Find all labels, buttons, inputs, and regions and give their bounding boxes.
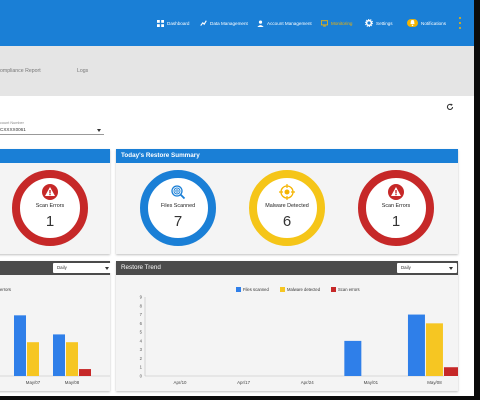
bar [407, 314, 425, 376]
tab-compliance-report[interactable]: ompliance Report [0, 68, 41, 74]
y-tick-label: 9 [140, 295, 143, 300]
left-trend-chart: May/07 May/08 [0, 315, 110, 385]
y-tick-label: 8 [140, 303, 143, 308]
legend-malware-detected: Malware detected [280, 287, 320, 292]
window-edge-right [474, 0, 480, 400]
restore-trend-chart: 0 1 2 3 4 5 6 7 8 9 Apr/10 Apr/17 Apr/24 May/01 May/08 [140, 295, 458, 385]
bug-target-icon [279, 184, 295, 200]
scan-errors-label: Scan Errors [381, 203, 411, 209]
left-summary-panel: Scan Errors 1 [0, 149, 110, 254]
restore-trend-period-value: Daily [401, 265, 411, 270]
nav-monitoring-label: Monitoring [331, 20, 353, 26]
restore-trend-period-select[interactable]: Daily [397, 263, 457, 273]
x-tick-label: Apr/17 [237, 380, 250, 385]
bar [53, 334, 65, 376]
monitoring-icon [320, 19, 328, 27]
nav-dashboard-label: Dashboard [167, 20, 190, 26]
x-tick-label: May/01 [364, 380, 379, 385]
notifications-icon [407, 19, 418, 27]
top-nav-bar: Dashboard Data Management Account Manage… [0, 0, 474, 46]
malware-detected-label: Malware Detected [265, 203, 309, 209]
restore-trend-header: Restore Trend [116, 261, 458, 275]
nav-dashboard[interactable]: Dashboard [156, 18, 189, 28]
chevron-down-icon [105, 267, 109, 270]
nav-settings-label: Settings [376, 20, 393, 26]
malware-detected-count: 6 [282, 213, 292, 230]
x-tick-label: May/07 [26, 380, 41, 385]
chevron-down-icon [97, 129, 101, 132]
account-number-value: CXXXX0061 [0, 127, 26, 132]
fingerprint-search-icon [170, 184, 186, 200]
account-number-select[interactable]: CXXXX0061 [0, 126, 104, 135]
files-scanned-label: Files Scanned [160, 203, 196, 209]
y-tick-label: 4 [140, 338, 143, 343]
y-tick-label: 3 [140, 347, 143, 352]
y-tick-label: 7 [140, 312, 143, 317]
legend-swatch-files-scanned [236, 287, 241, 292]
restore-summary-panel: Today's Restore Summary Files Scanned 7 … [116, 149, 458, 254]
left-summary-header [0, 149, 110, 163]
files-scanned-card[interactable]: Files Scanned 7 [140, 170, 216, 246]
nav-notifications-label: Notifications [421, 20, 447, 26]
x-tick-label: May/08 [427, 380, 442, 385]
y-tick-label: 5 [140, 330, 143, 335]
legend-swatch-scan-errors [331, 287, 336, 292]
left-scan-errors-count: 1 [45, 213, 55, 230]
scan-errors-count: 1 [391, 213, 401, 230]
more-menu-icon[interactable] [458, 17, 462, 29]
left-trend-period-value: Daily [57, 265, 67, 270]
bar [425, 323, 443, 376]
account-icon [256, 19, 264, 27]
y-tick-label: 6 [140, 321, 143, 326]
nav-monitoring[interactable]: Monitoring [320, 18, 352, 28]
legend-scan-errors-label: Scan errors [338, 287, 360, 292]
gear-icon [365, 19, 373, 27]
chevron-down-icon [449, 267, 453, 270]
left-trend-period-select[interactable]: Daily [53, 263, 113, 273]
x-tick-label: May/08 [65, 380, 80, 385]
window-edge-bottom [0, 396, 480, 400]
bar [66, 342, 78, 376]
nav-account-management-label: Account Management [267, 20, 312, 26]
nav-notifications[interactable]: Notifications [407, 18, 446, 28]
app-window: Dashboard Data Management Account Manage… [0, 0, 474, 391]
x-tick-label: Apr/10 [174, 380, 187, 385]
legend-swatch-malware-detected [280, 287, 285, 292]
warning-icon [388, 184, 404, 200]
left-scan-errors-card[interactable]: Scan Errors 1 [12, 170, 88, 246]
left-legend-errors: errors [0, 287, 11, 292]
dashboard-icon [156, 19, 164, 27]
restore-summary-header: Today's Restore Summary [116, 149, 458, 163]
bar [344, 340, 362, 376]
legend-files-scanned: Files scanned [236, 287, 269, 292]
y-tick-label: 0 [140, 374, 143, 379]
bar [14, 315, 26, 376]
restore-trend-panel: Restore Trend Daily [116, 261, 458, 391]
warning-icon [42, 184, 58, 200]
tab-bar: ompliance Report Logs [0, 46, 474, 96]
data-management-icon [199, 19, 207, 27]
nav-account-management[interactable]: Account Management [256, 18, 312, 28]
left-scan-errors-label: Scan Errors [35, 203, 65, 209]
x-tick-label: Apr/24 [301, 380, 314, 385]
nav-data-management-label: Data Management [210, 20, 248, 26]
y-tick-label: 2 [140, 356, 143, 361]
nav-settings[interactable]: Settings [365, 18, 393, 28]
legend-scan-errors: Scan errors [331, 287, 360, 292]
scan-errors-card[interactable]: Scan Errors 1 [358, 170, 434, 246]
bar [79, 369, 91, 376]
files-scanned-count: 7 [173, 213, 183, 230]
legend-files-scanned-label: Files scanned [243, 287, 269, 292]
bar [27, 342, 39, 376]
refresh-icon[interactable] [446, 98, 454, 110]
account-number-label: count Number [0, 121, 24, 125]
y-tick-label: 1 [140, 365, 143, 370]
legend-malware-detected-label: Malware detected [287, 287, 321, 292]
nav-data-management[interactable]: Data Management [199, 18, 248, 28]
bar [443, 367, 458, 376]
malware-detected-card[interactable]: Malware Detected 6 [249, 170, 325, 246]
tab-logs[interactable]: Logs [77, 68, 89, 74]
